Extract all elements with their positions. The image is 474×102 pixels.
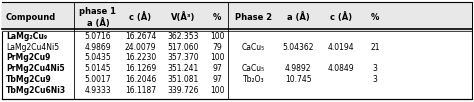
Text: 16.2046: 16.2046: [125, 75, 156, 84]
Text: 4.9892: 4.9892: [285, 64, 311, 73]
Text: 16.1187: 16.1187: [125, 86, 156, 95]
Text: 339.726: 339.726: [167, 86, 199, 95]
Text: 100: 100: [210, 32, 224, 41]
Text: TbMg2Cu6Ni3: TbMg2Cu6Ni3: [6, 86, 66, 95]
Text: LaMg2Cu4Ni5: LaMg2Cu4Ni5: [6, 43, 59, 52]
Text: a (Å): a (Å): [287, 12, 310, 22]
Text: 3: 3: [373, 75, 377, 84]
Text: 4.9869: 4.9869: [85, 43, 111, 52]
Text: phase 1
a (Å): phase 1 a (Å): [80, 7, 117, 28]
Text: 97: 97: [212, 75, 222, 84]
Text: 357.370: 357.370: [167, 53, 199, 62]
Text: 351.241: 351.241: [167, 64, 199, 73]
Text: 100: 100: [210, 53, 224, 62]
Text: 4.0194: 4.0194: [328, 43, 354, 52]
Text: c (Å): c (Å): [129, 12, 152, 22]
Text: 10.745: 10.745: [285, 75, 311, 84]
Text: Phase 2: Phase 2: [235, 13, 272, 22]
Text: 16.2674: 16.2674: [125, 32, 156, 41]
Text: %: %: [213, 13, 221, 22]
Text: 5.0145: 5.0145: [85, 64, 111, 73]
Text: 24.0079: 24.0079: [125, 43, 156, 52]
Text: %: %: [371, 13, 379, 22]
Text: 351.081: 351.081: [167, 75, 199, 84]
Text: 3: 3: [373, 64, 377, 73]
Text: 100: 100: [210, 86, 224, 95]
Text: 362.353: 362.353: [167, 32, 199, 41]
Text: 97: 97: [212, 64, 222, 73]
Text: 16.2230: 16.2230: [125, 53, 156, 62]
Text: 5.04362: 5.04362: [283, 43, 314, 52]
Text: 4.0849: 4.0849: [328, 64, 354, 73]
Text: 5.0017: 5.0017: [85, 75, 111, 84]
Text: Compound: Compound: [6, 13, 56, 22]
Text: V(Å³): V(Å³): [171, 12, 195, 22]
Text: Tb₂O₃: Tb₂O₃: [243, 75, 264, 84]
Text: PrMg2Cu9: PrMg2Cu9: [6, 53, 50, 62]
Text: 21: 21: [370, 43, 380, 52]
Text: 16.1269: 16.1269: [125, 64, 156, 73]
Text: PrMg2Cu4Ni5: PrMg2Cu4Ni5: [6, 64, 65, 73]
Text: 517.060: 517.060: [167, 43, 199, 52]
Text: TbMg2Cu9: TbMg2Cu9: [6, 75, 52, 84]
Text: 79: 79: [212, 43, 222, 52]
Text: CaCu₅: CaCu₅: [242, 43, 265, 52]
Text: LaMg₂Cu₉: LaMg₂Cu₉: [6, 32, 47, 41]
Text: CaCu₅: CaCu₅: [242, 64, 265, 73]
Text: 5.0716: 5.0716: [85, 32, 111, 41]
Text: 4.9333: 4.9333: [85, 86, 111, 95]
Bar: [2, 2, 472, 32]
Text: c (Å): c (Å): [329, 12, 352, 22]
Text: 5.0435: 5.0435: [85, 53, 111, 62]
